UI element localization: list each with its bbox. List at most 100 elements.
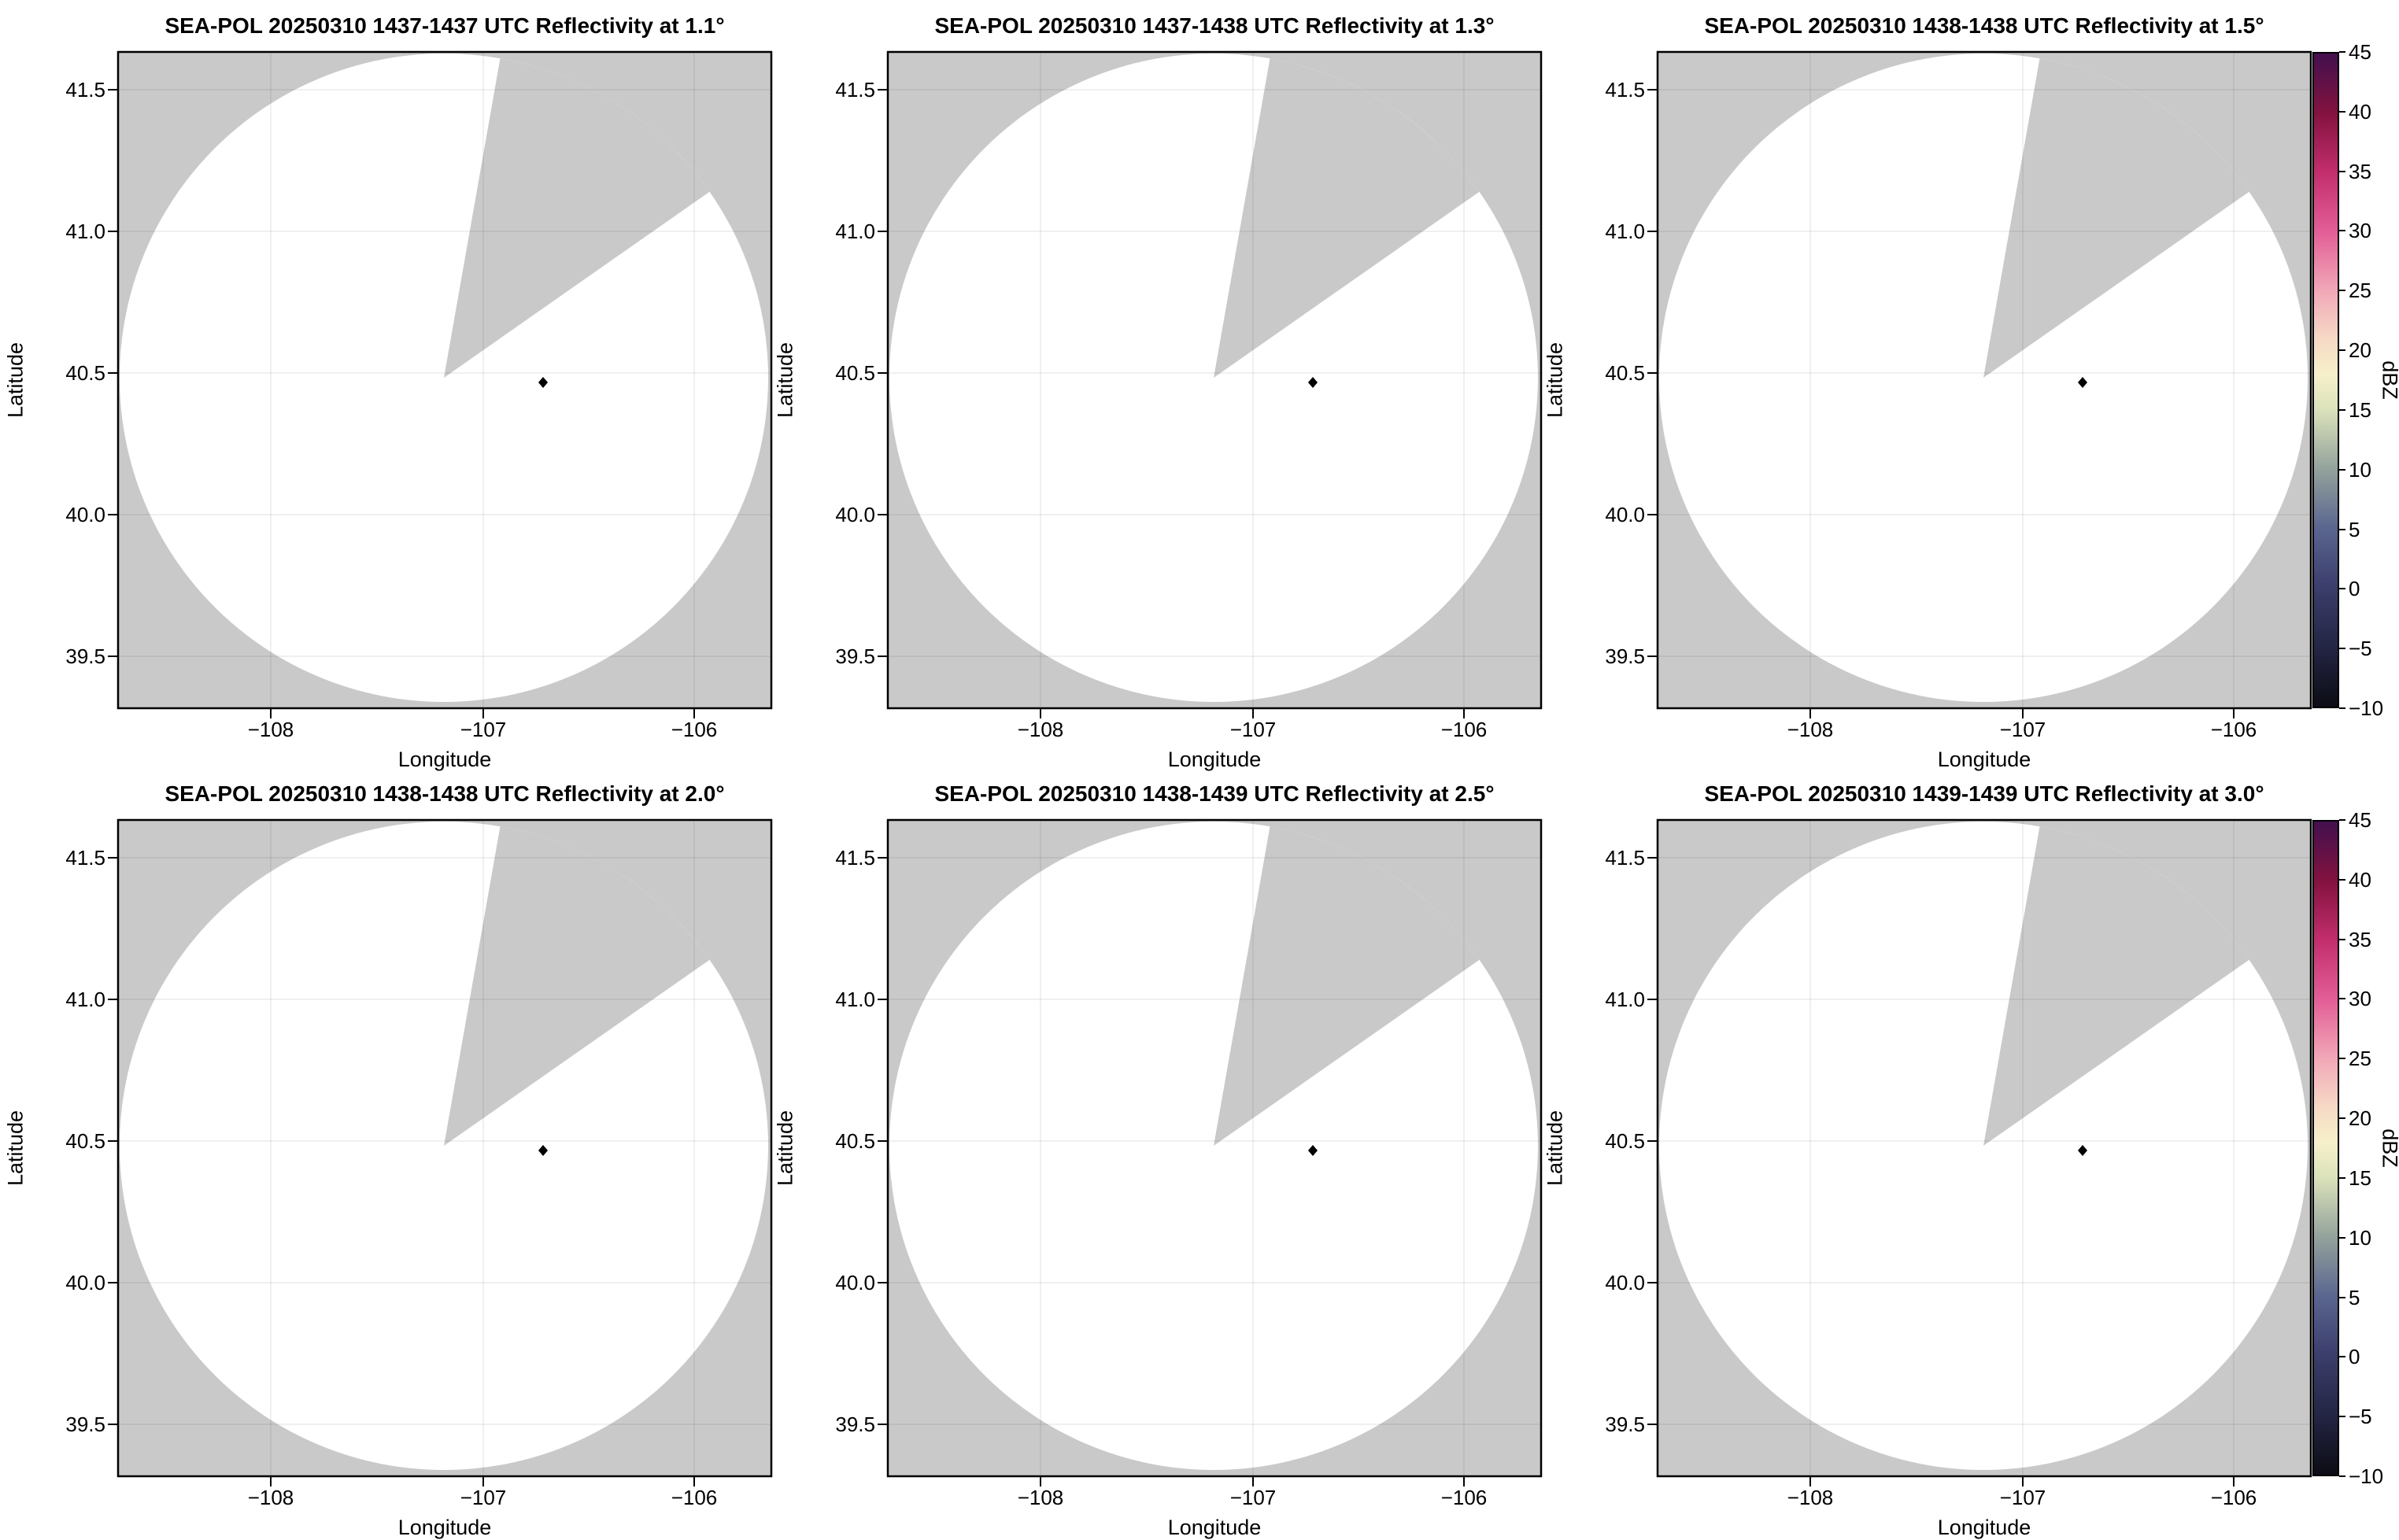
y-tick-label: 39.5 [3, 1413, 105, 1436]
colorbar-tick: 15 [2349, 1166, 2396, 1190]
x-tick-label: −106 [2179, 1486, 2289, 1509]
y-tick-label: 40.0 [773, 1271, 875, 1294]
colorbar-tick: 25 [2349, 1047, 2396, 1070]
x-tick-label: −107 [1198, 718, 1308, 741]
y-tick-label: 39.5 [1543, 1413, 1645, 1436]
colorbar-gradient [2312, 820, 2339, 1476]
colorbar-tick: 35 [2349, 928, 2396, 951]
x-axis-label: Longitude [118, 1516, 771, 1540]
colorbar-tick: 10 [2349, 458, 2396, 482]
colorbar-row-1: 45 40 35 30 25 20 15 10 5 0 −5 −10 dBZ [2309, 0, 2399, 768]
y-tick-label: 41.5 [3, 78, 105, 102]
x-axis-label: Longitude [1658, 1516, 2311, 1540]
x-tick-label: −106 [639, 718, 749, 741]
subplot-5: SEA-POL 20250310 1438-1439 UTC Reflectiv… [770, 768, 1540, 1536]
x-tick-label: −108 [985, 1486, 1096, 1509]
colorbar-tick: 0 [2349, 1345, 2396, 1368]
radar-ppi-plot [1658, 820, 2311, 1476]
y-tick-label: 39.5 [1543, 644, 1645, 668]
y-tick-label: 40.5 [1543, 1129, 1645, 1153]
colorbar-tick: −5 [2349, 1405, 2396, 1428]
y-tick-label: 41.0 [1543, 988, 1645, 1011]
y-tick-label: 41.0 [3, 988, 105, 1011]
colorbar-label: dBZ [2378, 1128, 2399, 1168]
subplot-title: SEA-POL 20250310 1439-1439 UTC Reflectiv… [1658, 768, 2311, 820]
figure-row-2: SEA-POL 20250310 1438-1438 UTC Reflectiv… [0, 768, 2399, 1536]
colorbar-row-2: 45 40 35 30 25 20 15 10 5 0 −5 −10 dBZ [2309, 768, 2399, 1536]
plot-area: Latitude 41.5 41.0 40.5 40.0 39.5 −108 −… [1540, 820, 2309, 1536]
y-tick-label: 41.5 [1543, 78, 1645, 102]
y-tick-label: 40.5 [3, 361, 105, 385]
colorbar-tick: 5 [2349, 1286, 2396, 1309]
plot-area: Latitude 41.5 41.0 40.5 40.0 39.5 −108 −… [1540, 52, 2309, 768]
y-tick-label: 40.5 [773, 1129, 875, 1153]
colorbar-tick: 40 [2349, 868, 2396, 892]
y-tick-label: 40.0 [1543, 503, 1645, 526]
x-tick-label: −106 [1409, 1486, 1519, 1509]
colorbar-tick: 0 [2349, 577, 2396, 600]
colorbar-tick: 5 [2349, 518, 2396, 541]
colorbar-tick: 45 [2349, 808, 2396, 832]
x-tick-label: −108 [216, 1486, 326, 1509]
plot-area: Latitude 41.5 41.0 40.5 40.0 39.5 −108 −… [770, 820, 1540, 1536]
x-tick-label: −107 [428, 718, 538, 741]
subplot-6: SEA-POL 20250310 1439-1439 UTC Reflectiv… [1540, 768, 2309, 1536]
colorbar-tick: 40 [2349, 100, 2396, 124]
radar-ppi-plot [118, 820, 771, 1476]
colorbar-tick: 30 [2349, 219, 2396, 242]
plot-area: Latitude 41.5 41.0 40.5 40.0 39.5 −108 −… [770, 52, 1540, 768]
subplot-1: SEA-POL 20250310 1437-1437 UTC Reflectiv… [0, 0, 770, 768]
x-tick-label: −107 [1968, 718, 2078, 741]
y-tick-label: 41.5 [773, 846, 875, 870]
x-tick-label: −108 [216, 718, 326, 741]
y-tick-label: 39.5 [773, 644, 875, 668]
subplot-title: SEA-POL 20250310 1438-1438 UTC Reflectiv… [118, 768, 771, 820]
y-tick-label: 40.0 [3, 503, 105, 526]
colorbar-tick: 25 [2349, 279, 2396, 302]
colorbar-tick: −10 [2349, 1464, 2396, 1488]
x-tick-label: −108 [1755, 1486, 1865, 1509]
subplot-4: SEA-POL 20250310 1438-1438 UTC Reflectiv… [0, 768, 770, 1536]
plot-area: Latitude 41.5 41.0 40.5 40.0 39.5 −108 −… [0, 820, 770, 1536]
y-tick-label: 40.5 [3, 1129, 105, 1153]
radar-ppi-plot [118, 52, 771, 708]
x-tick-label: −106 [2179, 718, 2289, 741]
radar-ppi-plot [1658, 52, 2311, 708]
colorbar-tick: 35 [2349, 160, 2396, 183]
y-tick-label: 41.5 [773, 78, 875, 102]
y-tick-label: 40.5 [773, 361, 875, 385]
y-tick-label: 40.0 [3, 1271, 105, 1294]
y-tick-label: 39.5 [3, 644, 105, 668]
y-tick-label: 40.0 [773, 503, 875, 526]
y-tick-label: 41.0 [773, 220, 875, 243]
y-tick-label: 41.0 [3, 220, 105, 243]
colorbar-tick: 20 [2349, 1106, 2396, 1130]
figure-row-1: SEA-POL 20250310 1437-1437 UTC Reflectiv… [0, 0, 2399, 768]
subplot-title: SEA-POL 20250310 1437-1438 UTC Reflectiv… [888, 0, 1541, 52]
radar-ppi-plot [888, 52, 1541, 708]
y-tick-label: 41.5 [1543, 846, 1645, 870]
y-tick-label: 41.0 [773, 988, 875, 1011]
subplot-title: SEA-POL 20250310 1438-1439 UTC Reflectiv… [888, 768, 1541, 820]
colorbar-tick: 45 [2349, 40, 2396, 64]
subplot-title: SEA-POL 20250310 1438-1438 UTC Reflectiv… [1658, 0, 2311, 52]
x-tick-label: −108 [1755, 718, 1865, 741]
x-tick-label: −107 [428, 1486, 538, 1509]
subplot-2: SEA-POL 20250310 1437-1438 UTC Reflectiv… [770, 0, 1540, 768]
colorbar-tick: 10 [2349, 1226, 2396, 1250]
x-tick-label: −106 [639, 1486, 749, 1509]
colorbar-tick: −5 [2349, 637, 2396, 660]
colorbar-tick: 30 [2349, 987, 2396, 1010]
x-tick-label: −108 [985, 718, 1096, 741]
colorbar-label: dBZ [2378, 360, 2399, 400]
y-tick-label: 39.5 [773, 1413, 875, 1436]
y-tick-label: 41.0 [1543, 220, 1645, 243]
y-tick-label: 41.5 [3, 846, 105, 870]
colorbar-tick: −10 [2349, 696, 2396, 720]
subplot-3: SEA-POL 20250310 1438-1438 UTC Reflectiv… [1540, 0, 2309, 768]
x-tick-label: −106 [1409, 718, 1519, 741]
plot-area: Latitude 41.5 41.0 40.5 40.0 39.5 −108 −… [0, 52, 770, 768]
x-tick-label: −107 [1968, 1486, 2078, 1509]
x-axis-label: Longitude [888, 1516, 1541, 1540]
